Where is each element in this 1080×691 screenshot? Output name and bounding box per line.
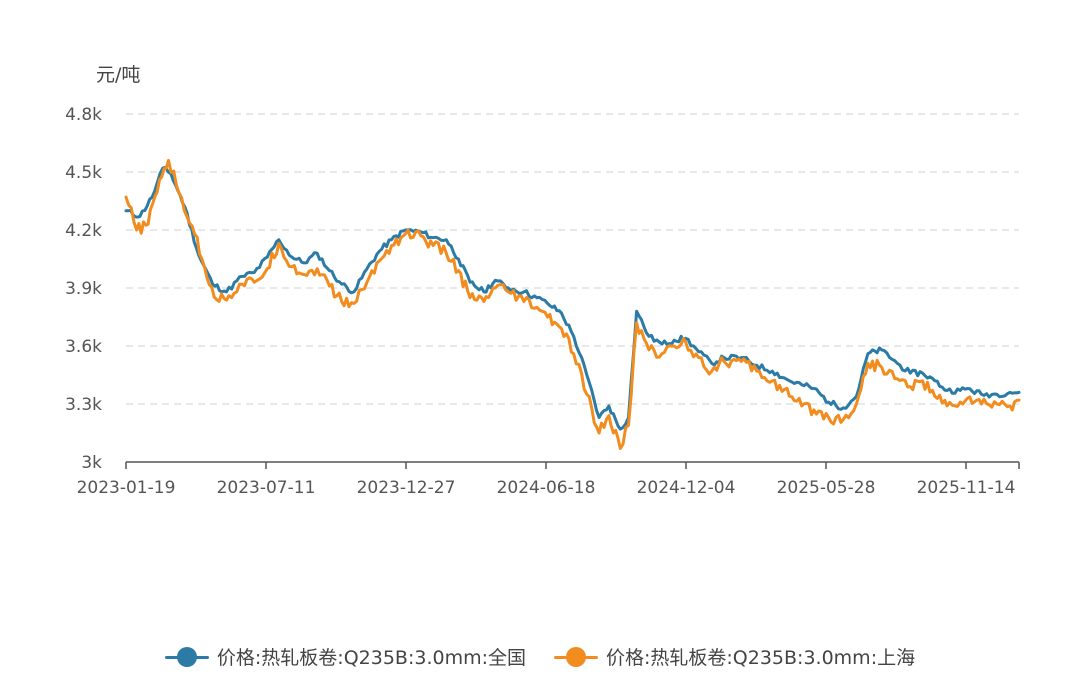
y-tick-label: 3.9k [65, 279, 102, 299]
y-axis-unit-label: 元/吨 [96, 64, 141, 86]
y-tick-label: 3k [81, 453, 102, 473]
x-tick-label: 2023-01-19 [77, 478, 176, 498]
legend-label-national: 价格:热轧板卷:Q235B:3.0mm:全国 [216, 647, 526, 669]
series-line-shanghai[interactable] [124, 158, 1021, 450]
y-tick-label: 4.5k [65, 163, 102, 183]
y-tick-label: 4.2k [65, 221, 102, 241]
x-tick-label: 2023-07-11 [217, 478, 316, 498]
gridlines [126, 113, 1019, 405]
legend-dot-national [176, 646, 197, 667]
legend-item-shanghai[interactable]: 价格:热轧板卷:Q235B:3.0mm:上海 [554, 643, 915, 670]
legend-item-national[interactable]: 价格:热轧板卷:Q235B:3.0mm:全国 [164, 643, 526, 670]
line-chart: 3k 3.3k 3.6k 3.9k 4.2k 4.5k 4.8k 2023-01-19 2023… [65, 105, 1021, 498]
legend: 价格:热轧板卷:Q235B:3.0mm:全国 价格:热轧板卷:Q235B:3.0… [0, 643, 1080, 670]
x-tick-label: 2024-06-18 [497, 478, 596, 498]
legend-swatch-shanghai [554, 646, 598, 667]
legend-label-shanghai: 价格:热轧板卷:Q235B:3.0mm:上海 [606, 647, 916, 669]
axes: 3k 3.3k 3.6k 3.9k 4.2k 4.5k 4.8k 2023-01-19 2023… [65, 105, 1020, 498]
x-tick-label: 2025-05-28 [777, 478, 876, 498]
y-tick-label: 3.3k [65, 395, 102, 415]
x-tick-label: 2024-12-04 [637, 478, 736, 498]
legend-dot-shanghai [566, 646, 586, 667]
series-line-national[interactable] [124, 165, 1021, 431]
series-lines [124, 158, 1021, 450]
x-tick-label: 2023-12-27 [357, 478, 456, 498]
y-tick-label: 3.6k [65, 337, 102, 357]
y-tick-label: 4.8k [65, 105, 102, 125]
legend-swatch-national [164, 646, 209, 667]
x-tick-label: 2025-11-14 [917, 478, 1016, 498]
